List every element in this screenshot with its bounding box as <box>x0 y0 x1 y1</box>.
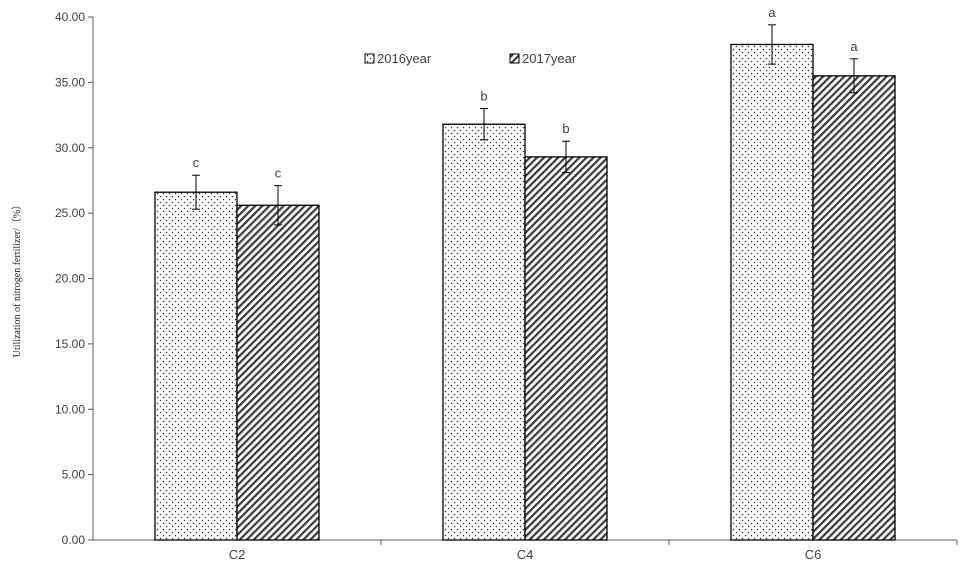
labels: C2 c c C4 b b C6 a a <box>193 5 859 562</box>
bars <box>154 24 896 541</box>
legend-swatch-2016year <box>364 53 375 64</box>
significance-label: b <box>480 89 487 104</box>
legend-label: 2017year <box>522 51 577 66</box>
significance-label: b <box>562 121 569 136</box>
y-axis-title: Utilization of nitrogen fertilizer/（%） <box>11 200 23 357</box>
y-tick-label: 5.00 <box>62 468 86 482</box>
y-tick-label: 40.00 <box>55 10 85 24</box>
axes: 0.00 5.00 10.00 15.00 20.00 25.00 30.00 35.00 40… <box>11 10 958 547</box>
bar-2017year-C4 <box>524 156 608 541</box>
y-tick-label: 30.00 <box>55 141 85 155</box>
y-tick-label: 15.00 <box>55 337 85 351</box>
y-tick-label: 0.00 <box>62 533 86 547</box>
significance-label: c <box>193 155 200 170</box>
legend-label: 2016year <box>377 51 432 66</box>
y-tick-label: 20.00 <box>55 272 85 286</box>
bar-2016year-C2 <box>154 191 238 541</box>
y-tick-label: 10.00 <box>55 402 85 416</box>
legend: 2016year 2017year <box>364 51 577 66</box>
category-label: C2 <box>229 547 246 562</box>
significance-label: a <box>850 39 858 54</box>
category-label: C6 <box>805 547 822 562</box>
category-label: C4 <box>517 547 534 562</box>
bar-2017year-C6 <box>812 75 896 541</box>
legend-swatch-2017year <box>509 53 520 64</box>
bar-2016year-C6 <box>730 43 814 541</box>
bar-2016year-C4 <box>442 123 526 541</box>
bar-2017year-C2 <box>236 204 320 541</box>
y-tick-label: 35.00 <box>55 75 85 89</box>
significance-label: a <box>768 5 776 20</box>
y-tick-label: 25.00 <box>55 206 85 220</box>
significance-label: c <box>275 166 282 181</box>
